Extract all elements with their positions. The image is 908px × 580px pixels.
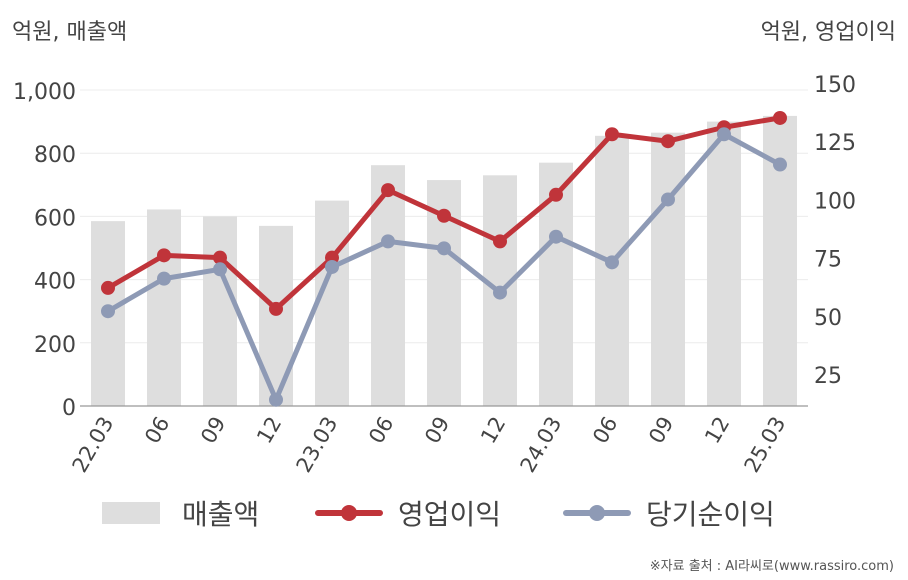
point-당기순이익 <box>605 255 619 270</box>
legend-marker-영업이익 <box>341 505 357 521</box>
point-영업이익 <box>549 187 563 202</box>
point-당기순이익 <box>549 229 563 244</box>
x-tick-label: 06 <box>140 413 174 448</box>
right-tick-label: 75 <box>814 248 842 273</box>
bar-매출액 <box>315 200 349 406</box>
right-axis-unit-label: 억원, 영업이익 <box>760 20 896 45</box>
point-영업이익 <box>493 234 507 249</box>
point-영업이익 <box>773 110 787 125</box>
x-tick-label: 24.03 <box>515 413 566 477</box>
point-영업이익 <box>101 280 115 295</box>
left-tick-label: 600 <box>34 206 76 231</box>
left-tick-label: 0 <box>62 396 76 421</box>
right-tick-label: 150 <box>814 73 856 98</box>
x-tick-label: 12 <box>252 413 286 448</box>
legend-swatch-매출액 <box>102 502 160 524</box>
point-영업이익 <box>661 134 675 149</box>
right-tick-label: 100 <box>814 189 856 214</box>
left-tick-label: 200 <box>34 333 76 358</box>
point-당기순이익 <box>493 285 507 300</box>
point-당기순이익 <box>381 234 395 249</box>
point-영업이익 <box>269 301 283 316</box>
x-tick-label: 09 <box>196 413 230 448</box>
x-tick-label: 12 <box>476 413 510 448</box>
x-tick-label: 09 <box>420 413 454 448</box>
point-영업이익 <box>605 127 619 142</box>
bar-매출액 <box>707 121 741 406</box>
point-영업이익 <box>437 208 451 223</box>
point-당기순이익 <box>101 304 115 319</box>
x-tick-label: 06 <box>588 413 622 448</box>
bar-매출액 <box>595 135 629 406</box>
point-당기순이익 <box>269 392 283 407</box>
x-tick-label: 22.03 <box>67 413 118 477</box>
point-당기순이익 <box>437 241 451 256</box>
x-tick-label: 06 <box>364 413 398 448</box>
right-tick-label: 50 <box>814 306 842 331</box>
left-axis-unit-label: 억원, 매출액 <box>12 20 128 45</box>
x-tick-label: 23.03 <box>291 413 342 477</box>
legend-label-매출액: 매출액 <box>182 498 259 531</box>
legend-label-영업이익: 영업이익 <box>398 498 501 531</box>
x-tick-label: 25.03 <box>739 413 790 477</box>
x-tick-label: 12 <box>700 413 734 448</box>
point-당기순이익 <box>661 192 675 207</box>
right-tick-label: 25 <box>814 364 842 389</box>
source-note: ※자료 출처 : AI라씨로(www.rassiro.com) <box>649 559 894 574</box>
point-영업이익 <box>213 250 227 265</box>
point-당기순이익 <box>325 259 339 274</box>
bar-매출액 <box>259 225 293 406</box>
point-당기순이익 <box>773 157 787 172</box>
point-영업이익 <box>157 248 171 263</box>
bar-매출액 <box>203 216 237 406</box>
point-당기순이익 <box>157 271 171 286</box>
right-tick-label: 125 <box>814 131 856 156</box>
point-당기순이익 <box>717 127 731 142</box>
bar-매출액 <box>147 209 181 406</box>
point-영업이익 <box>381 183 395 198</box>
left-tick-label: 1,000 <box>13 80 76 105</box>
legend-label-당기순이익: 당기순이익 <box>646 498 775 531</box>
legend-marker-당기순이익 <box>589 505 605 521</box>
left-tick-label: 800 <box>34 143 76 168</box>
left-tick-label: 400 <box>34 270 76 295</box>
bar-매출액 <box>651 132 685 406</box>
x-tick-label: 09 <box>644 413 678 448</box>
point-당기순이익 <box>213 262 227 277</box>
